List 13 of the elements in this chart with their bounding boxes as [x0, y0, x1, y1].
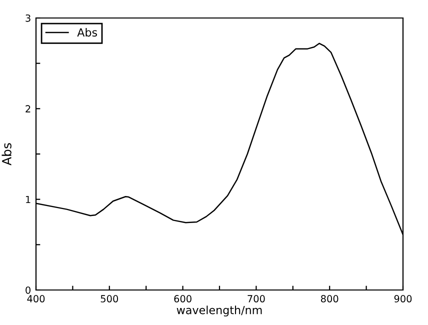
- x-tick-label: 500: [100, 295, 118, 302]
- y-tick-label: 0: [26, 286, 30, 294]
- x-tick-label: 600: [174, 295, 192, 302]
- y-tick-label: 1: [26, 196, 30, 204]
- y-tick-label: 3: [26, 14, 30, 22]
- x-tick-label: 400: [27, 295, 45, 302]
- x-tick-label: 800: [320, 295, 338, 302]
- legend-label: Abs: [77, 28, 98, 37]
- x-axis-title: wavelength/nm: [176, 306, 262, 316]
- x-tick-label: 900: [394, 295, 412, 302]
- y-tick-label: 2: [26, 105, 30, 112]
- x-tick-label: 700: [248, 295, 265, 302]
- y-axis-title: Abs: [2, 143, 12, 166]
